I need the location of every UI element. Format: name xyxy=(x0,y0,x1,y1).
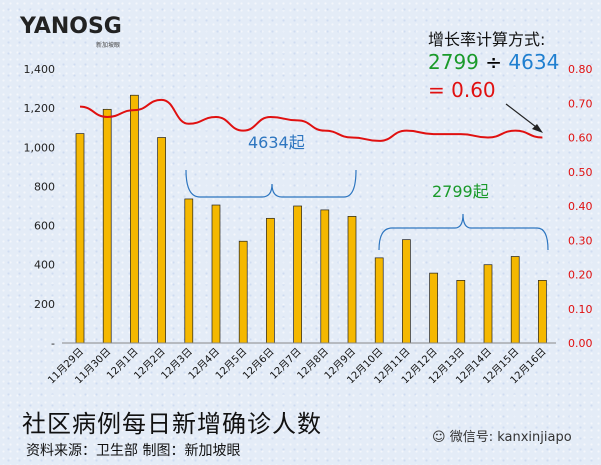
bar-12月8日 xyxy=(320,209,330,344)
left-tick-label: 600 xyxy=(34,220,55,233)
bar-12月9日 xyxy=(347,216,357,344)
bar-12月14日 xyxy=(483,264,493,344)
bar-12月15日 xyxy=(510,256,520,344)
annotation-arrow xyxy=(505,103,541,131)
left-tick-label: 200 xyxy=(34,298,55,311)
right-tick-label: 0.80 xyxy=(568,63,593,76)
source-note: 资料来源：卫生部 制图：新加坡眼 xyxy=(26,443,241,459)
bar-12月16日 xyxy=(538,280,547,344)
bar-12月6日 xyxy=(266,217,275,344)
bar-12月4日 xyxy=(211,204,221,344)
brace-4634 xyxy=(185,169,357,198)
bar-12月13日 xyxy=(456,280,466,344)
formula-line: 2799 ÷ 4634 xyxy=(428,50,559,74)
bar-12月12日 xyxy=(429,272,438,344)
brace-label-2799: 2799起 xyxy=(432,182,489,201)
left-tick-label: - xyxy=(51,337,55,350)
formula-label: 增长率计算方式: xyxy=(428,30,546,49)
chart-title: 社区病例每日新增确诊人数 xyxy=(22,410,322,438)
bar-12月2日 xyxy=(157,137,166,344)
logo-subtitle: 新加坡眼 xyxy=(96,42,121,49)
bar-12月11日 xyxy=(402,239,411,344)
right-tick-label: 0.10 xyxy=(568,303,593,316)
right-tick-label: 0.30 xyxy=(568,234,593,247)
x-axis-labels: 11月29日11月30日12月1日12月2日12月3日12月4日12月5日12月… xyxy=(45,346,548,387)
brand-logo: YANOSG xyxy=(20,14,122,39)
right-tick-label: 0.20 xyxy=(568,269,593,282)
formula-numerator: 2799 xyxy=(428,50,479,74)
right-tick-label: 0.40 xyxy=(568,200,593,213)
left-axis-ticks: - 200 400 600 800 1,000 1,200 1,400 xyxy=(24,63,56,350)
bar-12月5日 xyxy=(238,240,248,344)
bar-11月29日 xyxy=(75,133,85,344)
arrow-head-icon xyxy=(532,124,543,133)
right-axis-ticks: 0.00 0.10 0.20 0.30 0.40 0.50 0.60 0.70 0.80 xyxy=(568,63,593,350)
brace-2799 xyxy=(378,213,549,251)
formula-denominator: 4634 xyxy=(508,50,560,74)
right-tick-label: 0.70 xyxy=(568,97,593,110)
bar-12月10日 xyxy=(374,257,384,344)
left-tick-label: 400 xyxy=(34,259,55,272)
left-tick-label: 1,000 xyxy=(24,141,56,154)
bar-12月1日 xyxy=(130,94,139,344)
bar-12月3日 xyxy=(184,198,194,344)
left-tick-label: 1,400 xyxy=(24,63,56,76)
bar-11月30日 xyxy=(102,108,112,344)
left-tick-label: 800 xyxy=(34,180,55,193)
formula-result: = 0.60 xyxy=(428,78,496,102)
brace-label-4634: 4634起 xyxy=(248,133,305,152)
bar-12月7日 xyxy=(293,205,302,344)
formula-divide: ÷ xyxy=(485,50,503,74)
growth-rate-line xyxy=(79,98,543,142)
right-tick-label: 0.00 xyxy=(568,337,593,350)
right-tick-label: 0.60 xyxy=(568,132,593,145)
wechat-id: ☺ 微信号: kanxinjiapo xyxy=(432,426,572,445)
wechat-label: 微信号: kanxinjiapo xyxy=(449,430,572,445)
logo-text: YANOSG xyxy=(20,14,122,39)
wechat-icon: ☺ xyxy=(432,430,446,445)
right-tick-label: 0.50 xyxy=(568,166,593,179)
bar-series xyxy=(75,94,547,344)
left-tick-label: 1,200 xyxy=(24,102,56,115)
